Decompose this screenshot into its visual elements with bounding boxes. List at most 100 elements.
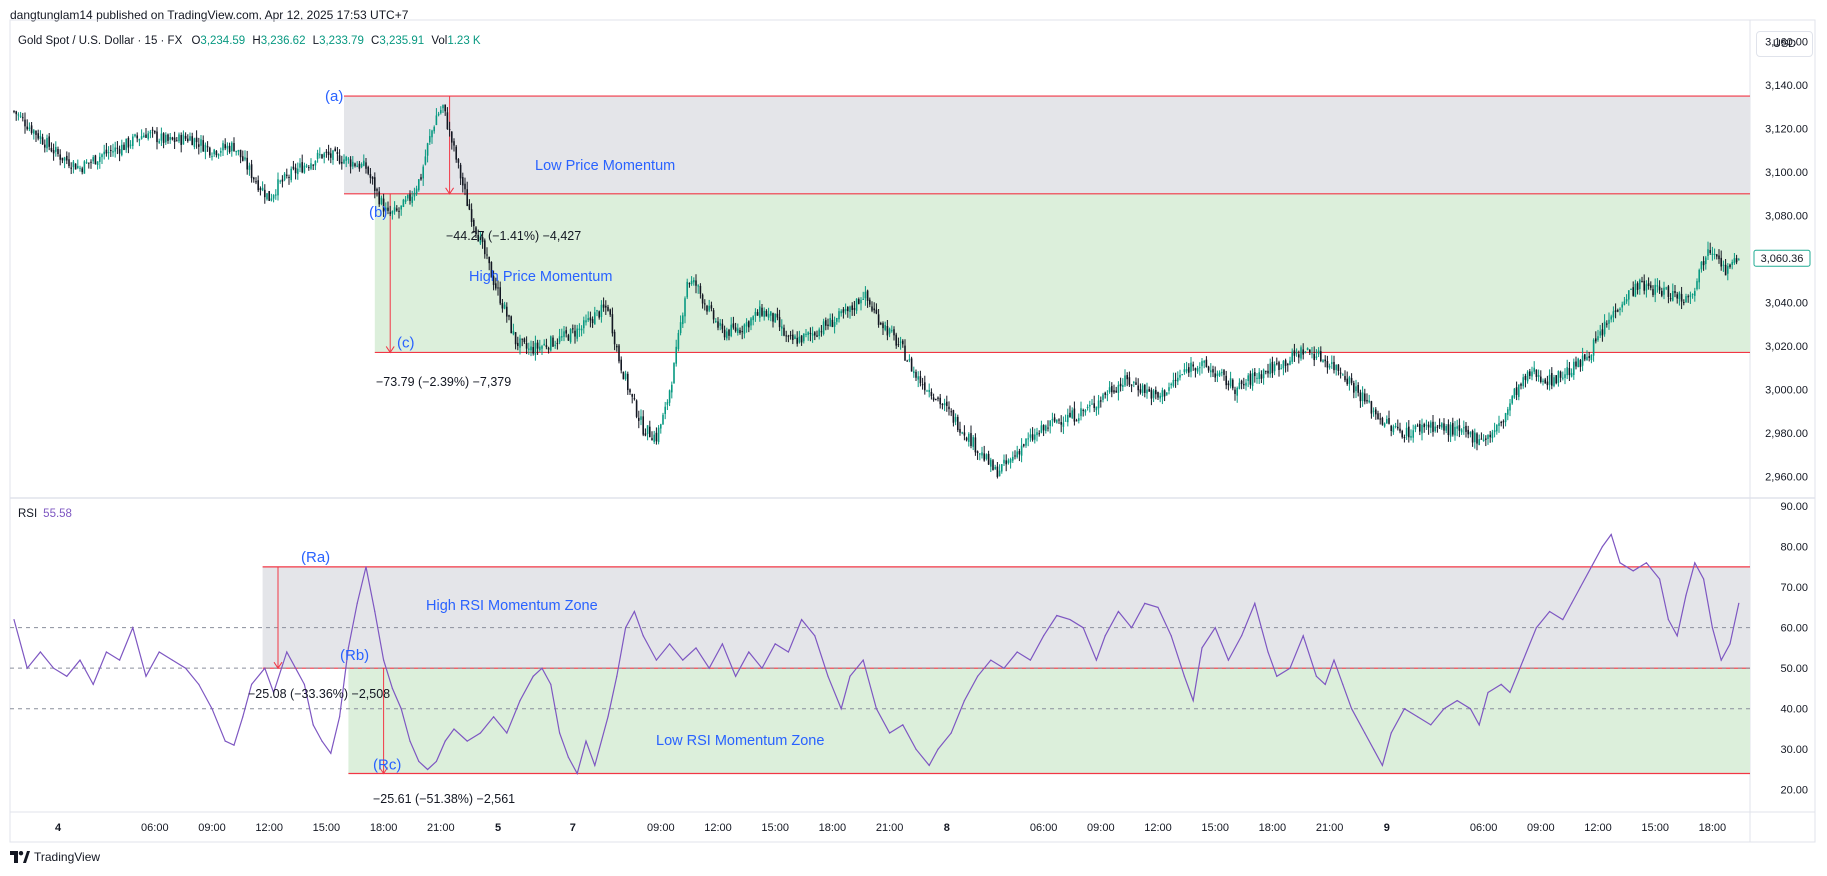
candle-body xyxy=(620,359,622,371)
candle xyxy=(1718,249,1720,264)
candle xyxy=(1128,371,1131,387)
candle-body xyxy=(400,205,402,210)
candle-body xyxy=(591,319,594,324)
candle-body xyxy=(765,310,768,317)
candle xyxy=(198,137,200,155)
candle-body xyxy=(1394,426,1397,428)
candle-body xyxy=(473,219,475,227)
candle-body xyxy=(1150,389,1153,399)
candle-body xyxy=(44,144,46,148)
candle-body xyxy=(642,416,644,435)
candle-body xyxy=(248,165,251,170)
time-axis-tick: 5 xyxy=(495,822,501,834)
price-axis-tick: 3,120.00 xyxy=(1765,124,1808,136)
candle xyxy=(1685,293,1687,304)
candle-body xyxy=(1161,390,1164,398)
candle xyxy=(440,106,442,115)
candle-body xyxy=(1366,399,1368,402)
candle-body xyxy=(1273,364,1276,372)
candle xyxy=(13,110,15,114)
candle-body xyxy=(1438,424,1441,427)
candle-body xyxy=(1001,464,1003,472)
candle-body xyxy=(316,152,319,159)
candle-body xyxy=(558,336,561,343)
rsi-point xyxy=(1549,610,1551,613)
rsi-point xyxy=(1069,618,1071,621)
candle xyxy=(1608,312,1610,330)
symbol-name[interactable]: Gold Spot / U.S. Dollar · 15 · FX xyxy=(18,35,183,47)
candle-body xyxy=(466,189,468,207)
candle xyxy=(1394,422,1397,429)
candle-body xyxy=(950,411,952,413)
rsi-label[interactable]: RSI xyxy=(18,508,38,520)
candle xyxy=(994,464,996,470)
candle xyxy=(1410,429,1412,441)
candle-body xyxy=(279,180,281,182)
candle xyxy=(1159,392,1161,403)
candle xyxy=(1482,434,1485,442)
candle-body xyxy=(173,137,176,142)
candle xyxy=(407,194,409,201)
candle-body xyxy=(1117,385,1120,393)
candle xyxy=(215,149,218,158)
candle xyxy=(1379,412,1381,425)
candle-body xyxy=(1720,257,1722,267)
candle xyxy=(1001,464,1003,474)
candle xyxy=(1680,286,1683,310)
currency-button[interactable]: USD xyxy=(1756,31,1813,57)
candle xyxy=(294,163,297,180)
rsi-point xyxy=(453,728,455,730)
candle-body xyxy=(660,424,662,429)
candle xyxy=(1036,427,1038,442)
candle-body xyxy=(1324,359,1326,362)
candle-body xyxy=(990,459,992,467)
candle xyxy=(310,158,312,171)
candle-body xyxy=(728,329,730,336)
candle-body xyxy=(1027,438,1029,440)
candle-body xyxy=(1183,369,1186,373)
candle xyxy=(880,321,882,326)
time-axis-tick: 12:00 xyxy=(255,822,283,834)
candle-body xyxy=(662,414,664,425)
candle xyxy=(1060,415,1062,433)
candle-body xyxy=(635,400,638,417)
candle-body xyxy=(627,373,629,391)
candle xyxy=(1722,260,1725,272)
candle-body xyxy=(1634,283,1637,297)
candle xyxy=(180,132,182,153)
candle-body xyxy=(574,330,576,337)
candle-body xyxy=(578,328,581,330)
candle-body xyxy=(1390,425,1392,431)
candle-body xyxy=(464,183,466,190)
candle xyxy=(891,325,893,333)
candle xyxy=(629,388,631,395)
candle-body xyxy=(1067,414,1069,423)
candle xyxy=(827,318,829,330)
rsi-point xyxy=(251,683,253,685)
rsi-axis-tick: 30.00 xyxy=(1780,744,1808,756)
candle xyxy=(730,317,732,338)
rsi-point xyxy=(1685,594,1687,596)
candle-body xyxy=(525,343,528,349)
candle xyxy=(352,156,354,170)
time-axis-tick: 12:00 xyxy=(704,822,732,834)
candle xyxy=(605,300,607,315)
candle xyxy=(1733,253,1736,265)
candle-body xyxy=(1148,389,1150,392)
candle-body xyxy=(1309,349,1311,353)
candle xyxy=(1034,428,1036,444)
candle xyxy=(1163,389,1166,402)
candle-body xyxy=(701,294,704,304)
candle-body xyxy=(664,406,666,415)
candle-body xyxy=(1654,284,1656,295)
candle-body xyxy=(1254,372,1256,377)
candle xyxy=(103,144,105,160)
candle xyxy=(1614,303,1617,319)
candle-body xyxy=(1199,367,1201,369)
candle-body xyxy=(541,346,543,349)
candle-body xyxy=(1669,298,1672,300)
candle-body xyxy=(1529,371,1531,376)
candle-body xyxy=(143,135,145,138)
time-axis-tick: 18:00 xyxy=(1699,822,1727,834)
